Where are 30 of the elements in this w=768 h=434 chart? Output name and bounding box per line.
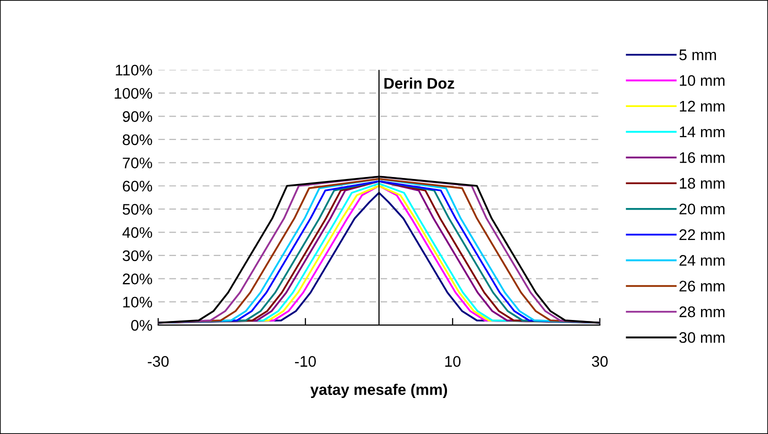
legend-label: 22 mm xyxy=(680,229,724,240)
legend-label: 24 mm xyxy=(680,255,724,266)
legend-label: 18 mm xyxy=(680,178,724,189)
y-tick-label: 20% xyxy=(122,274,152,284)
legend-label: 28 mm xyxy=(680,306,724,318)
legend-label: 26 mm xyxy=(680,280,724,292)
y-tick-label: 60% xyxy=(122,180,152,192)
y-tick-label: 90% xyxy=(122,111,152,122)
chart-title: Derin Doz xyxy=(384,78,454,89)
y-tick-label: 110% xyxy=(116,64,152,76)
legend-label: 20 mm xyxy=(680,204,724,214)
y-tick-label: 50% xyxy=(122,204,152,215)
y-tick-label: 10% xyxy=(123,296,152,308)
legend-label: 16 mm xyxy=(680,152,724,164)
y-tick-label: 100% xyxy=(114,88,152,99)
x-axis-title: yatay mesafe (mm) xyxy=(310,384,448,398)
x-tick-label: 10 xyxy=(445,356,461,367)
x-tick-label: -30 xyxy=(148,356,169,367)
x-tick-label: -10 xyxy=(295,356,316,367)
y-tick-label: 80% xyxy=(122,134,152,146)
legend-label: 10 mm xyxy=(680,75,724,86)
x-tick-label: 30 xyxy=(592,356,608,367)
y-tick-label: 30% xyxy=(122,250,152,262)
legend-label: 12 mm xyxy=(680,100,724,112)
y-tick-label: 0% xyxy=(131,320,152,331)
y-tick-label: 40% xyxy=(122,227,152,238)
y-tick-label: 70% xyxy=(122,158,152,168)
legend-label: 5 mm xyxy=(679,50,716,60)
legend-label: 14 mm xyxy=(680,126,724,138)
legend-label: 30 mm xyxy=(679,332,724,343)
